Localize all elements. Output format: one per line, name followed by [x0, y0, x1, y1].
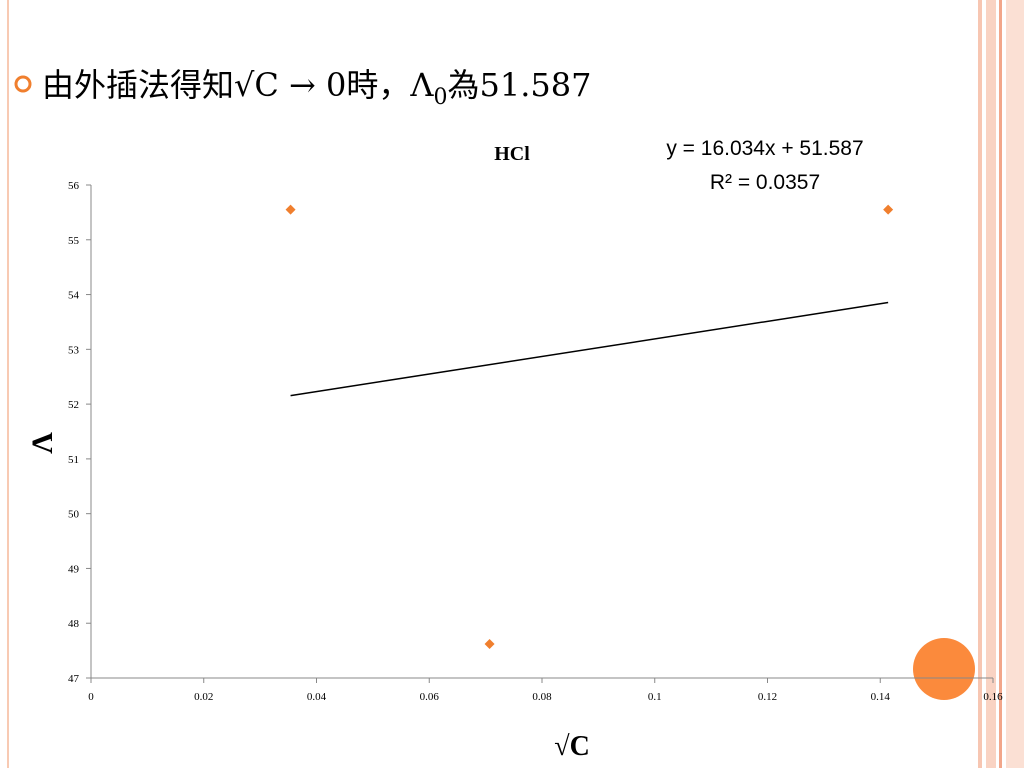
point: [484, 639, 495, 650]
annotation: R² = 0.0357: [710, 171, 820, 194]
x-tick-label: 0.12: [758, 691, 777, 703]
point: [883, 204, 894, 215]
y-tick-label: 56: [68, 180, 80, 192]
y-tick-label: 51: [68, 454, 79, 466]
deco-circle: [913, 638, 975, 700]
heading: 由外插法得知√C → 0時，Λ0為51.587: [42, 66, 592, 110]
y-axis-label: Λ: [26, 432, 59, 454]
stripe: [999, 0, 1002, 768]
x-tick-label: 0.16: [983, 691, 1003, 703]
stripe: [1006, 0, 1024, 768]
chart-title: HCl: [494, 143, 530, 165]
bullet: [14, 75, 32, 93]
stripe: [978, 0, 982, 768]
heading-text: 為51.587: [448, 66, 592, 104]
y-tick-label: 49: [68, 563, 80, 575]
y-tick-label: 55: [68, 235, 80, 247]
y-tick-label: 50: [68, 509, 80, 521]
x-tick-label: 0.04: [307, 691, 327, 703]
y-tick-label: 53: [68, 344, 80, 356]
heading-text: 由外插法得知√C → 0時，Λ: [42, 66, 434, 104]
point: [285, 204, 296, 215]
y-tick-label: 48: [68, 618, 80, 630]
y-tick-label: 54: [68, 290, 80, 302]
x-tick-label: 0: [88, 691, 94, 703]
x-tick-label: 0.14: [871, 691, 891, 703]
heading-sub: 0: [434, 85, 448, 110]
stripe: [986, 0, 996, 768]
trendline: [290, 301, 889, 397]
x-tick-label: 0.06: [420, 691, 440, 703]
x-tick-label: 0.1: [648, 691, 662, 703]
x-axis-label: √C: [554, 731, 590, 762]
x-tick-label: 0.02: [194, 691, 213, 703]
y-tick-label: 47: [68, 673, 80, 685]
annotation: y = 16.034x + 51.587: [666, 137, 863, 160]
x-tick-label: 0.08: [532, 691, 552, 703]
y-tick-label: 52: [68, 399, 79, 411]
